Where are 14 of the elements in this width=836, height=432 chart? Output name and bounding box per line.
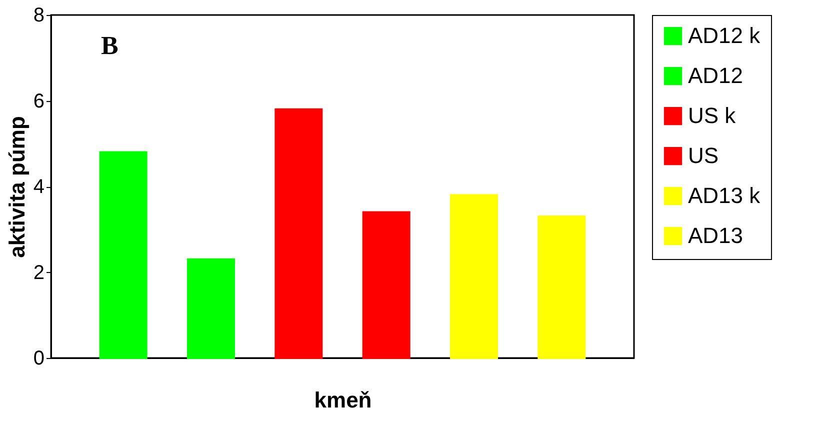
y-tick-label: 4 <box>33 176 44 198</box>
x-axis-title: kmeň <box>314 388 372 412</box>
annotation: B <box>101 31 118 60</box>
y-tick-label: 6 <box>33 90 44 112</box>
y-tick-label: 8 <box>33 4 44 26</box>
legend-label: US k <box>688 103 737 128</box>
y-tick-label: 0 <box>33 348 44 370</box>
legend-label: AD13 <box>688 223 744 248</box>
legend-label: US <box>688 143 719 168</box>
legend-label: AD12 k <box>688 23 762 48</box>
y-tick-label: 2 <box>33 262 44 284</box>
y-axis-title: aktivita púmp <box>4 116 30 258</box>
legend-label: AD12 <box>688 63 744 88</box>
legend-label: AD13 k <box>688 183 762 208</box>
